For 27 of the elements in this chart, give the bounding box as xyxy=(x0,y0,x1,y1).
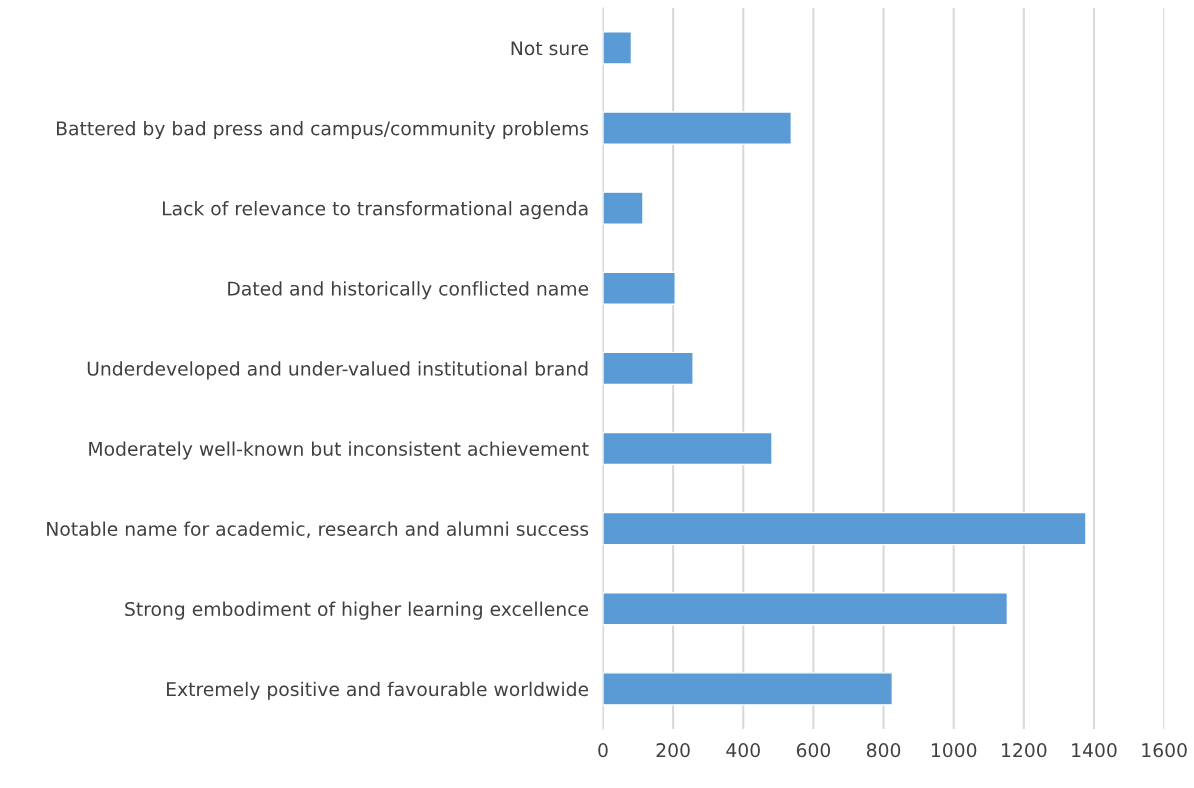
x-tick-label: 200 xyxy=(656,743,690,758)
y-tick-label: Moderately well-known but inconsistent achievement xyxy=(89,441,589,460)
bar xyxy=(602,592,1009,626)
x-tick-label: 1600 xyxy=(1142,743,1187,758)
y-tick-label: Lack of relevance to transformational agenda xyxy=(163,201,588,220)
x-tick-label: 1000 xyxy=(931,743,977,758)
bar xyxy=(602,111,793,145)
x-tick-label: 400 xyxy=(726,743,760,758)
x-tick-label: 0 xyxy=(598,743,608,758)
x-tick-label: 1400 xyxy=(1072,743,1117,758)
bar xyxy=(602,511,1087,546)
bar xyxy=(602,431,773,466)
y-tick-label: Battered by bad press and campus/community problems xyxy=(57,120,589,140)
x-tick-label: 1200 xyxy=(1002,743,1047,758)
y-tick-label: Strong embodiment of higher learning excellence xyxy=(125,601,589,620)
x-tick-label: 800 xyxy=(866,743,901,758)
y-tick-label: Not sure xyxy=(511,41,589,56)
y-tick-label: Underdeveloped and under-valued institutional brand xyxy=(87,361,588,380)
y-tick-label: Extremely positive and favourable worldwide xyxy=(167,681,589,700)
bar xyxy=(602,31,633,65)
bar xyxy=(602,191,644,225)
bar xyxy=(602,351,694,386)
y-tick-label: Notable name for academic, research and alumni success xyxy=(47,521,589,538)
x-tick-label: 600 xyxy=(796,743,831,758)
bar xyxy=(602,271,676,305)
bar xyxy=(602,672,894,706)
y-tick-label: Dated and historically conflicted name xyxy=(228,281,589,300)
